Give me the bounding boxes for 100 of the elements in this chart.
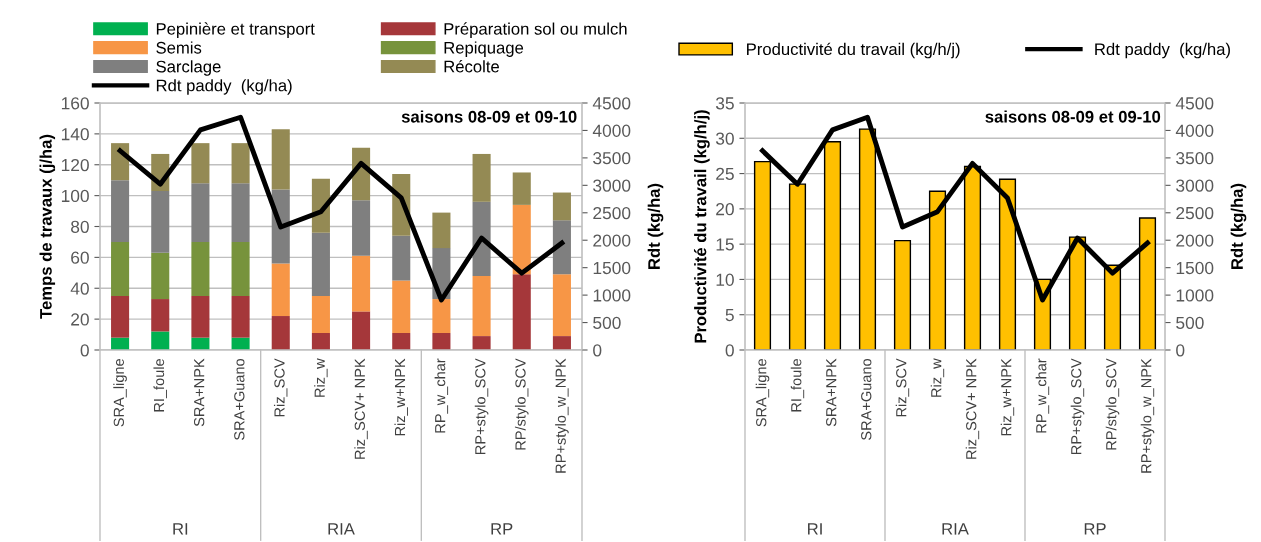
bar: [512, 172, 531, 205]
bar: [231, 241, 250, 296]
y-tick-label: 15: [716, 238, 734, 251]
y2-tick-label: 1000: [593, 289, 631, 302]
y-tick-label: 100: [61, 189, 89, 203]
y2-tick-label: 3000: [593, 179, 631, 192]
bar: [552, 192, 571, 221]
legend-label: Semis: [156, 41, 202, 54]
x-tick-label: SRA_ligne: [113, 358, 127, 427]
y2-tick-label: 1000: [1176, 289, 1214, 302]
y2-tick-label: 2500: [593, 206, 631, 220]
y2-axis-title: Rdt (kg/ha): [1230, 183, 1247, 269]
bar: [392, 235, 411, 281]
x-tick-label: RP_w_char: [434, 358, 449, 433]
y-tick-label: 35: [715, 97, 734, 110]
x-tick-label: SRA+NPK: [826, 358, 837, 427]
bar: [151, 190, 170, 253]
bar: [352, 311, 371, 350]
x-tick-label: RP_w_char: [1035, 358, 1050, 433]
y-tick-label: 60: [71, 251, 89, 264]
bar: [432, 333, 451, 350]
bar: [392, 280, 411, 334]
y-tick-label: 120: [61, 158, 89, 172]
y2-tick-label: 4000: [592, 124, 631, 137]
bar: [191, 241, 210, 296]
y2-tick-label: 0: [1176, 344, 1185, 357]
bar: [512, 274, 531, 350]
y2-tick-label: 500: [1176, 316, 1204, 330]
x-tick-label: RI_foule: [153, 358, 167, 412]
bar: [311, 333, 330, 350]
bar: [472, 275, 491, 337]
y-tick-label: 160: [61, 97, 89, 110]
legend-label: Repiquage: [444, 41, 524, 57]
y2-tick-label: 2500: [1176, 206, 1214, 220]
bar: [111, 180, 130, 242]
x-tick-label: SRA_ligne: [755, 358, 770, 427]
x-tick-label: Riz_SCV: [273, 358, 288, 417]
y-tick-label: 40: [70, 282, 89, 295]
legend-label: Rdt paddy (kg/ha): [1095, 42, 1230, 59]
legend-label: Sarclage: [156, 60, 221, 76]
y2-axis-title: Rdt (kg/ha): [647, 183, 664, 269]
x-tick-label: Riz_w: [930, 358, 945, 397]
annotation: saisons 08-09 et 09-10: [401, 110, 577, 123]
x-tick-label: Riz_w+NPK: [394, 358, 408, 436]
bar: [311, 295, 330, 334]
annotation: saisons 08-09 et 09-10: [985, 110, 1161, 123]
x-tick-label: RP+stylo_w_NPK: [555, 358, 569, 473]
y-tick-label: 80: [71, 220, 89, 233]
bar: [111, 295, 130, 338]
y2-tick-label: 4500: [1175, 97, 1214, 110]
y-tick-label: 30: [715, 132, 734, 145]
y-tick-label: 0: [80, 344, 89, 357]
y-tick-label: 20: [716, 203, 734, 216]
bar: [552, 336, 571, 350]
bar: [271, 316, 290, 350]
y-tick-label: 0: [725, 344, 734, 357]
text: RP: [1084, 523, 1106, 535]
text: RIA: [328, 523, 355, 535]
x-tick-label: SRA+NPK: [194, 358, 205, 427]
bar: [552, 220, 571, 275]
x-tick-label: Riz_w+NPK: [1000, 358, 1015, 436]
bar: [151, 252, 170, 300]
x-tick-label: SRA+Guano: [234, 358, 245, 440]
y2-tick-label: 500: [593, 316, 621, 330]
y-tick-label: 5: [725, 309, 734, 322]
bar: [432, 212, 451, 249]
bar: [552, 274, 571, 337]
bar: [151, 299, 170, 332]
y-tick-label: 10: [716, 273, 734, 286]
x-tick-label: Riz_SCV+ NPK: [965, 358, 980, 459]
x-tick-label: RP+stylo_SCV: [474, 358, 489, 454]
x-tick-label: RP/stylo_SCV: [1105, 358, 1120, 450]
x-tick-label: RI_foule: [790, 358, 805, 412]
y2-tick-label: 2000: [593, 234, 631, 247]
y-axis-title: Temps de travaux (j/ha): [39, 134, 56, 319]
y2-tick-label: 3000: [1176, 179, 1214, 192]
legend-label: Préparation sol ou mulch: [444, 22, 627, 39]
bar: [352, 200, 371, 256]
y2-tick-label: 4000: [1175, 124, 1214, 137]
text: RI: [808, 523, 822, 535]
y2-tick-label: 3500: [1176, 152, 1214, 165]
y-axis-title: Productivité du travail (kg/h/j): [693, 110, 710, 343]
legend-label: Productivité du travail (kg/h/j): [747, 42, 960, 59]
y-tick-label: 25: [716, 167, 734, 181]
bar: [432, 299, 451, 334]
legend-label: Récolte: [444, 60, 499, 73]
bar: [512, 204, 531, 275]
bar: [472, 153, 491, 202]
y2-tick-label: 2000: [1176, 234, 1214, 247]
y2-tick-label: 1500: [593, 261, 631, 275]
bar: [191, 183, 210, 242]
bar: [392, 333, 411, 350]
bar: [191, 143, 210, 184]
y2-tick-label: 0: [593, 344, 602, 357]
bar: [191, 295, 210, 338]
text: RI: [173, 523, 188, 535]
legend-label: Rdt paddy (kg/ha): [156, 79, 292, 95]
y2-tick-label: 1500: [1176, 261, 1214, 275]
y2-tick-label: 3500: [593, 152, 631, 165]
bar: [231, 295, 250, 338]
